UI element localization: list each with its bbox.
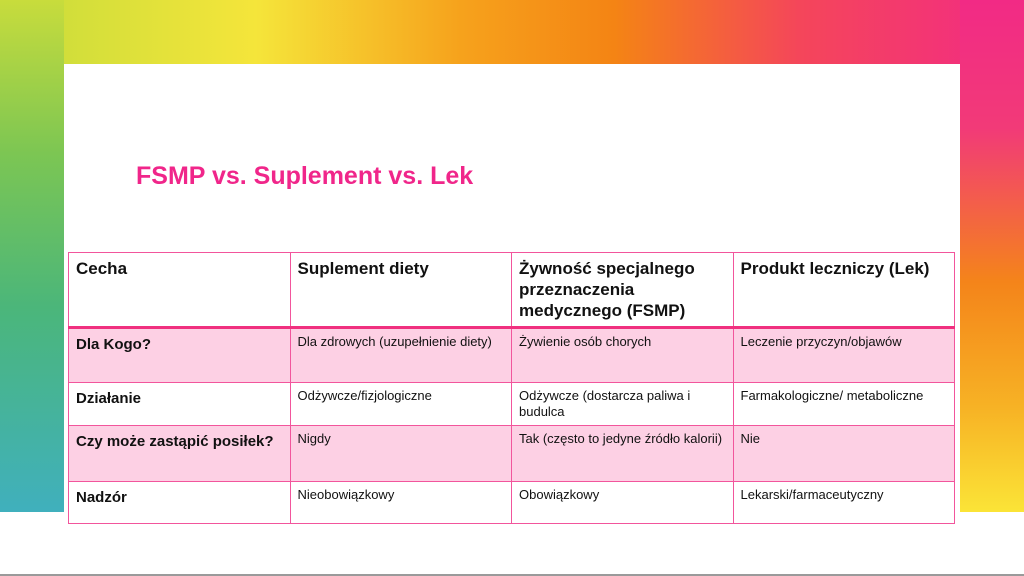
header-cell: Suplement diety <box>289 252 512 329</box>
table-cell: Tak (często to jedyne źródło kalorii) <box>511 425 734 482</box>
table-row: Dla Kogo? Dla zdrowych (uzupełnienie die… <box>68 327 955 383</box>
table-cell: Lekarski/farmaceutyczny <box>732 481 955 524</box>
header-cell: Żywność specjalnego przeznaczenia medycz… <box>511 252 734 329</box>
table-row: Czy może zastąpić posiłek? Nigdy Tak (cz… <box>68 425 955 482</box>
slide-title: FSMP vs. Suplement vs. Lek <box>136 162 474 190</box>
row-label: Czy może zastąpić posiłek? <box>68 425 291 482</box>
bottom-divider <box>0 574 1024 576</box>
table-header-row: Cecha Suplement diety Żywność specjalneg… <box>68 252 955 329</box>
table-cell: Odżywcze (dostarcza paliwa i budulca <box>511 382 734 426</box>
table-cell: Dla zdrowych (uzupełnienie diety) <box>289 327 512 383</box>
table-cell: Leczenie przyczyn/objawów <box>732 327 955 383</box>
comparison-table: Cecha Suplement diety Żywność specjalneg… <box>68 252 955 524</box>
header-cell: Produkt leczniczy (Lek) <box>732 252 955 329</box>
table-row: Działanie Odżywcze/fizjologiczne Odżywcz… <box>68 382 955 426</box>
table-cell: Nieobowiązkowy <box>289 481 512 524</box>
table-cell: Odżywcze/fizjologiczne <box>289 382 512 426</box>
header-cell: Cecha <box>68 252 291 329</box>
table-cell: Nie <box>732 425 955 482</box>
gradient-right-edge <box>960 0 1024 512</box>
table-row: Nadzór Nieobowiązkowy Obowiązkowy Lekars… <box>68 481 955 524</box>
row-label: Nadzór <box>68 481 291 524</box>
gradient-left-edge <box>0 0 64 512</box>
row-label: Dla Kogo? <box>68 327 291 383</box>
table-cell: Obowiązkowy <box>511 481 734 524</box>
table-cell: Farmakologiczne/ metaboliczne <box>732 382 955 426</box>
table-cell: Nigdy <box>289 425 512 482</box>
table-cell: Żywienie osób chorych <box>511 327 734 383</box>
row-label: Działanie <box>68 382 291 426</box>
